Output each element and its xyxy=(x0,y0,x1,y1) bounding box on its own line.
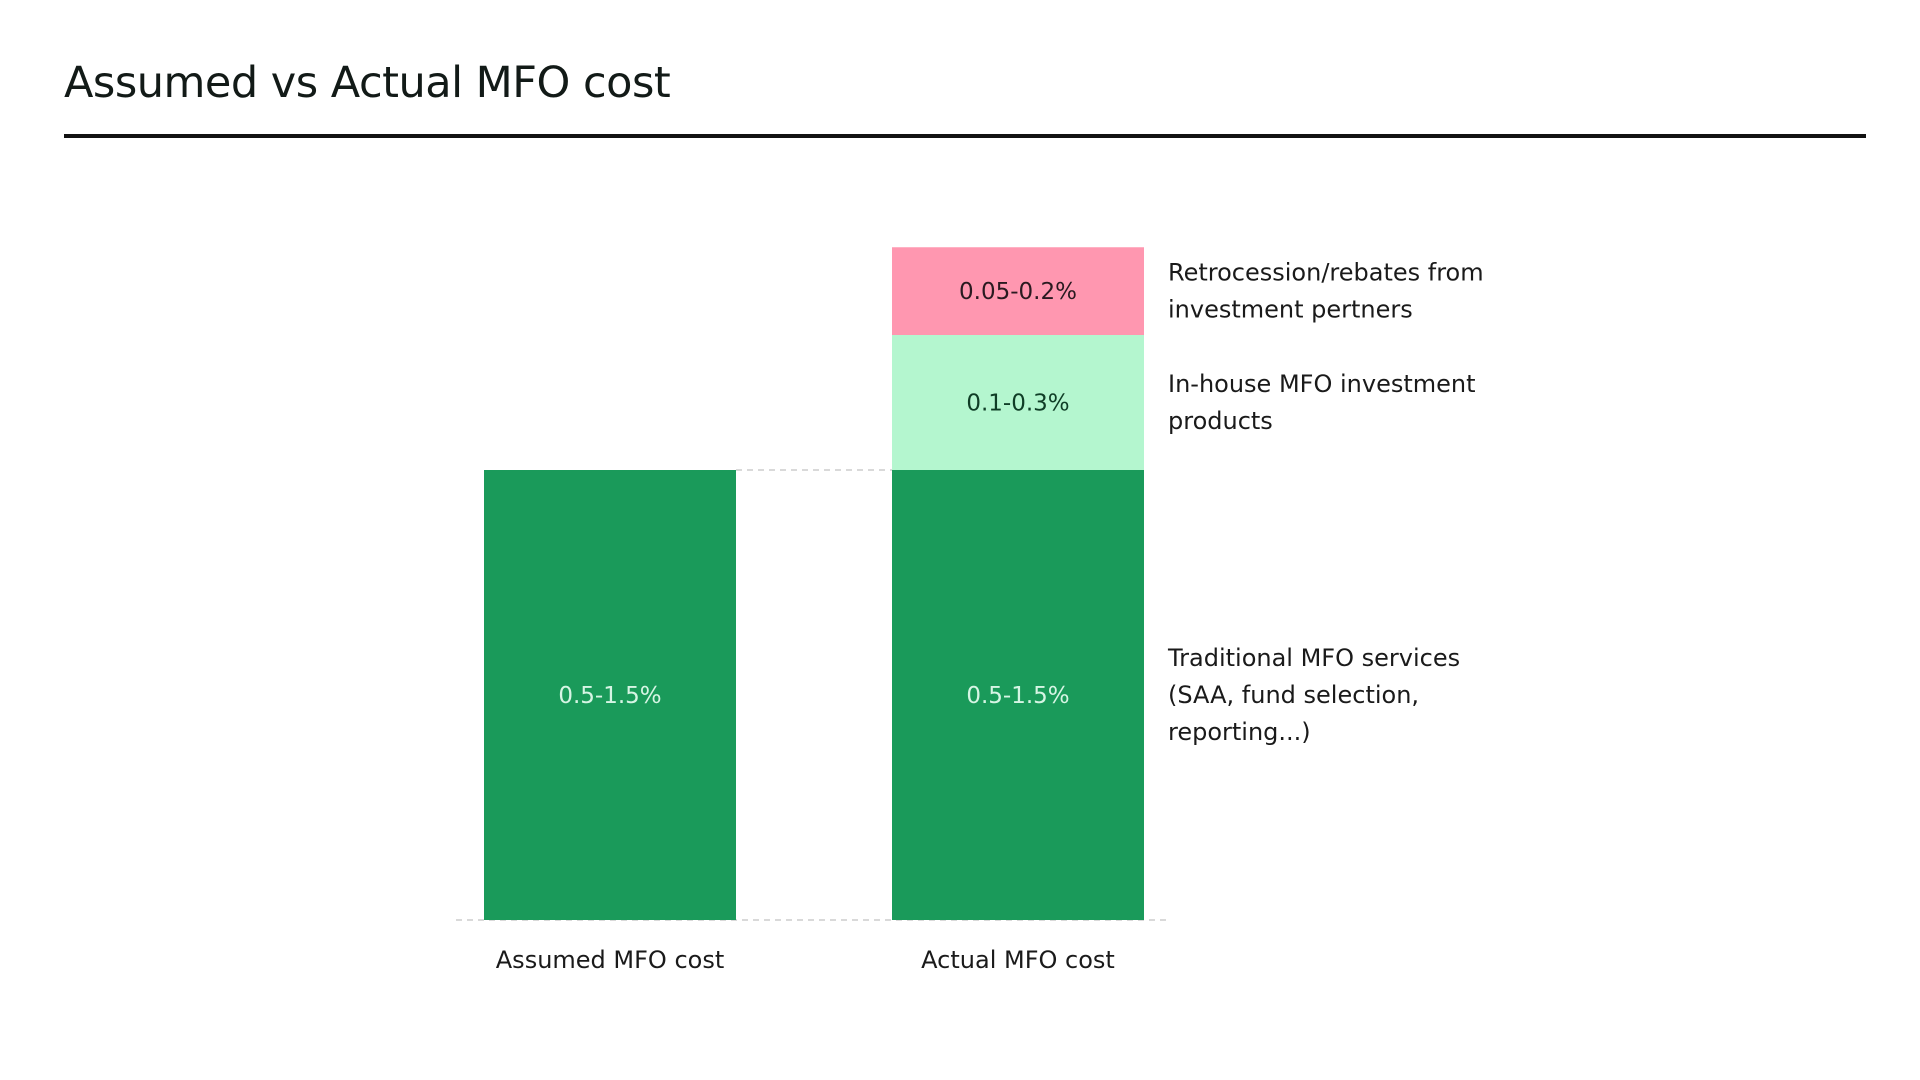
data-label-inhouse-2: 0.1-0.3% xyxy=(966,391,1069,417)
annotation-line: reporting...) xyxy=(1168,718,1311,746)
annotation-line: investment pertners xyxy=(1168,296,1413,324)
annotation-retrocession: Retrocession/rebates from investment pert… xyxy=(1168,259,1484,324)
page-title: Assumed vs Actual MFO cost xyxy=(64,58,671,108)
annotation-line: In-house MFO investment xyxy=(1168,370,1476,398)
x-tick-label-1: Assumed MFO cost xyxy=(496,946,724,974)
data-label-retrocession-2: 0.05-0.2% xyxy=(959,279,1077,305)
bar-segment-retrocession-2 xyxy=(892,247,1144,335)
x-tick-label-2: Actual MFO cost xyxy=(921,946,1115,974)
bar-segment-traditional-1 xyxy=(484,470,736,920)
annotation-inhouse: In-house MFO investment products xyxy=(1168,370,1476,435)
annotation-line: Traditional MFO services xyxy=(1167,644,1460,672)
data-label-traditional-1: 0.5-1.5% xyxy=(558,683,661,709)
bar-segment-traditional-2 xyxy=(892,470,1144,920)
annotation-line: Retrocession/rebates from xyxy=(1168,259,1484,287)
title-divider xyxy=(64,134,1866,138)
annotation-line: products xyxy=(1168,407,1273,435)
data-label-traditional-2: 0.5-1.5% xyxy=(966,683,1069,709)
annotation-traditional: Traditional MFO services (SAA, fund selec… xyxy=(1167,644,1460,746)
annotation-line: (SAA, fund selection, xyxy=(1168,681,1419,709)
bar-segment-inhouse-2 xyxy=(892,335,1144,470)
